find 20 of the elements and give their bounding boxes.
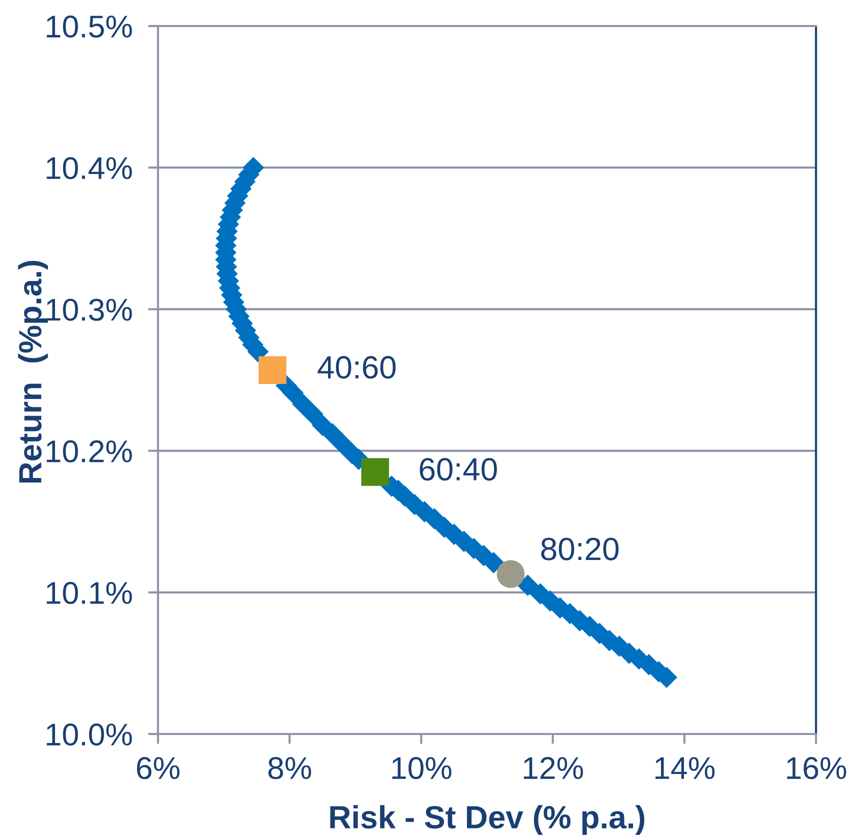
y-tick-label: 10.5% (46, 16, 132, 38)
x-axis-title: Risk - St Dev (% p.a.) (330, 805, 644, 835)
x-tick-label: 10% (392, 757, 452, 780)
y-tick-label: 10.1% (46, 582, 132, 604)
x-tick-label: 8% (268, 757, 312, 780)
series-label: 60:40 (420, 458, 497, 481)
series-label: 80:20 (541, 538, 619, 560)
point (496, 560, 525, 588)
y-axis-title: Return (%p.a.) (18, 260, 48, 483)
y-tick-label: 10.0% (46, 724, 132, 746)
x-tick-label: 16% (787, 757, 846, 780)
x-tick-label: 6% (137, 757, 180, 780)
series-label: 40:60 (318, 356, 396, 379)
point (361, 458, 390, 486)
y-tick-label: 10.2% (46, 440, 132, 462)
y-tick-label: 10.3% (46, 298, 132, 321)
x-tick-label: 12% (524, 757, 583, 780)
point (258, 356, 286, 384)
y-tick-label: 10.4% (46, 157, 132, 180)
x-tick-label: 14% (656, 757, 715, 780)
